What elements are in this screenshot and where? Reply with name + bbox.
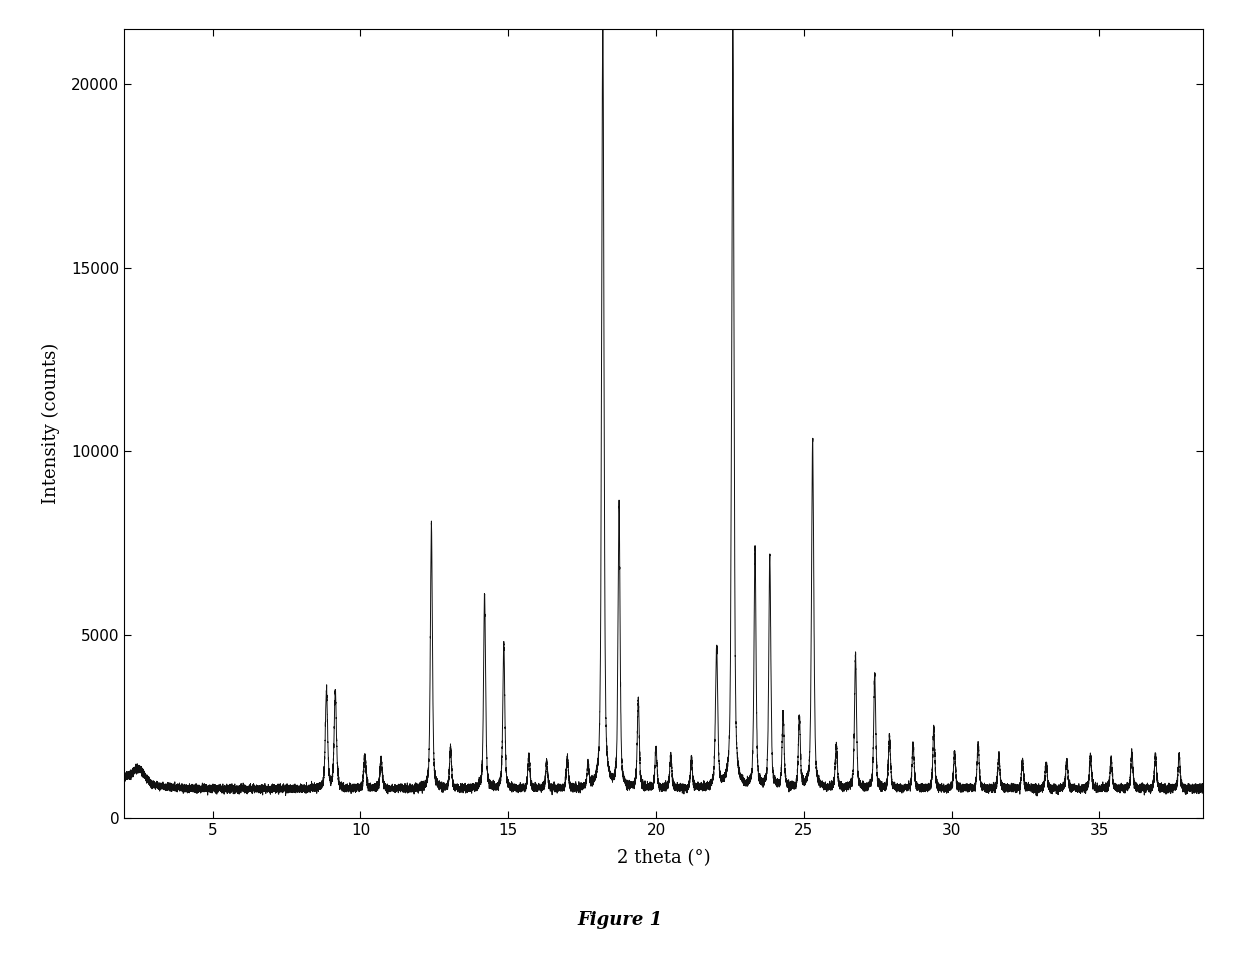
Text: Figure 1: Figure 1	[578, 912, 662, 929]
X-axis label: 2 theta (°): 2 theta (°)	[616, 849, 711, 867]
Y-axis label: Intensity (counts): Intensity (counts)	[42, 343, 60, 505]
